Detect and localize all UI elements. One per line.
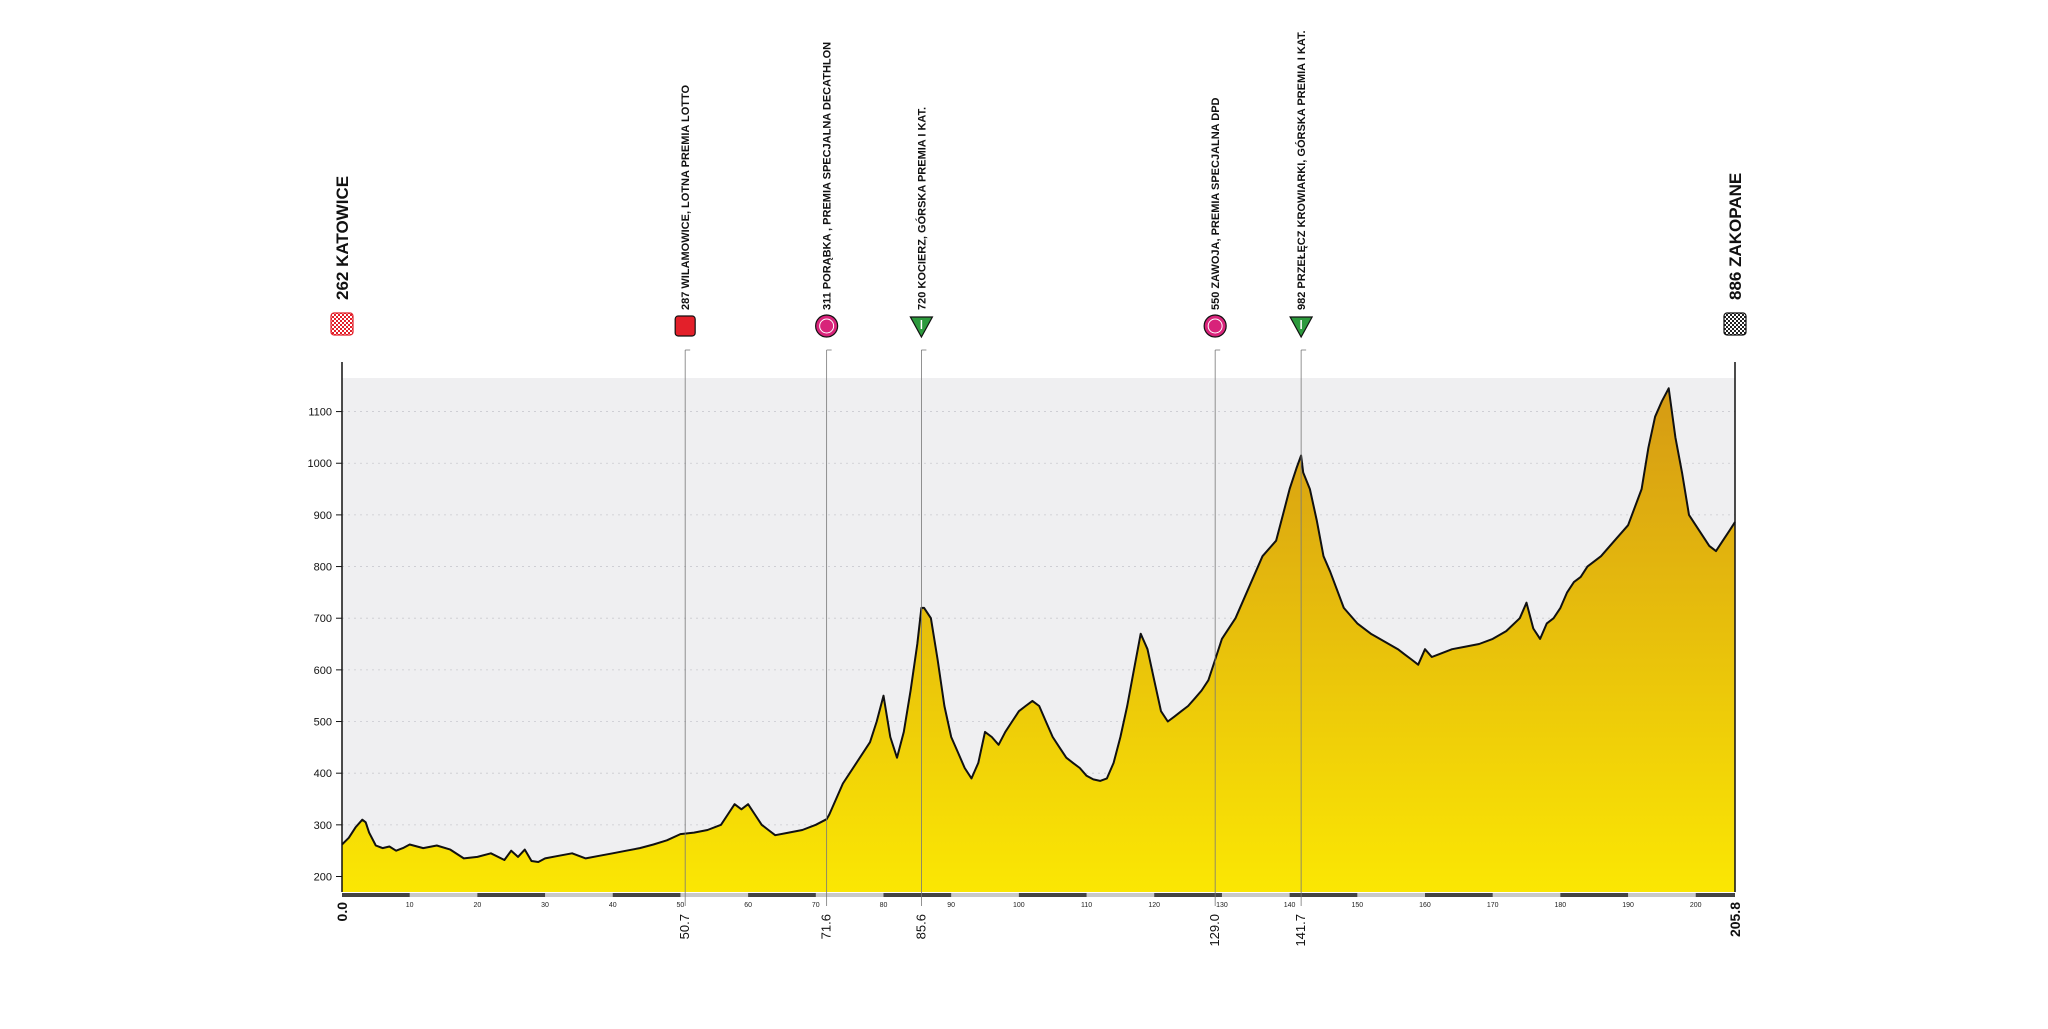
waypoint-label: 311 PORĄBKA , PREMIA SPECJALNA DECATHLON <box>822 42 834 310</box>
distance-bar-segment <box>1424 893 1493 897</box>
special-s-circle-icon-ring <box>819 318 835 334</box>
distance-bar-segment <box>1695 893 1735 897</box>
start-flag-icon <box>330 312 354 336</box>
y-tick-label: 600 <box>314 665 332 677</box>
distance-bar-segment <box>1154 893 1222 897</box>
waypoint-km: 71.6 <box>819 914 834 939</box>
waypoint-label: 287 WILAMOWICE, LOTNA PREMIA LOTTO <box>680 84 692 310</box>
x-tick-label: 50 <box>677 902 685 909</box>
y-tick-label: 200 <box>314 872 332 884</box>
x-tick-label: 60 <box>744 902 752 909</box>
elevation-line <box>341 387 1736 863</box>
y-tick-label: 1000 <box>308 458 332 470</box>
waypoint-km: 85.6 <box>913 914 928 939</box>
x-tick-label: 160 <box>1419 902 1431 909</box>
distance-bar-segment <box>883 893 952 897</box>
distance-bar-segment <box>1560 893 1629 897</box>
finish-flag-icon <box>1723 312 1747 336</box>
distance-bar-segment <box>1289 893 1358 897</box>
x-tick-label: 20 <box>473 902 481 909</box>
start-label: 262 KATOWICE <box>333 176 352 300</box>
x-tick-label: 170 <box>1487 902 1499 909</box>
x-tick-label: 130 <box>1216 902 1228 909</box>
waypoint-km: 50.7 <box>677 914 692 939</box>
y-tick-label: 900 <box>314 510 332 522</box>
y-tick-label: 700 <box>314 613 332 625</box>
y-tick-label: 400 <box>314 768 332 780</box>
x-tick-label: 10 <box>406 902 414 909</box>
x-tick-label: 40 <box>609 902 617 909</box>
sprint-red-square-icon <box>674 315 696 337</box>
x-tick-label: 100 <box>1013 902 1025 909</box>
y-tick-label: 800 <box>314 562 332 574</box>
x-tick-label: 80 <box>880 902 888 909</box>
waypoint-label: 720 KOCIERZ, GÓRSKA PREMIA I KAT. <box>915 107 928 310</box>
y-tick-label: 500 <box>314 717 332 729</box>
finish-label: 886 ZAKOPANE <box>1726 173 1745 300</box>
y-tick-label: 300 <box>314 820 332 832</box>
waypoint-label: 550 ZAWOJA, PREMIA SPECJALNA DPD <box>1210 97 1222 310</box>
x-tick-label: 190 <box>1622 902 1634 909</box>
x-tick-label: 30 <box>541 902 549 909</box>
x-tick-label: 110 <box>1081 902 1092 909</box>
waypoint-label: 982 PRZEŁĘCZ KROWIARKI, GÓRSKA PREMIA I … <box>1295 30 1308 310</box>
x-tick-label: 200 <box>1690 902 1702 909</box>
x-tick-label: 120 <box>1148 902 1160 909</box>
y-tick-label: 1100 <box>308 407 332 419</box>
special-s-circle-icon <box>1203 314 1227 338</box>
x-tick-label: 90 <box>947 902 955 909</box>
distance-bar-segment <box>1018 893 1087 897</box>
x-tick-label: 140 <box>1284 902 1296 909</box>
distance-bar-segment <box>748 893 816 897</box>
x-tick-label: 150 <box>1351 902 1363 909</box>
finish-km: 205.8 <box>1727 902 1743 937</box>
special-s-circle-icon-ring <box>1207 318 1223 334</box>
start-km: 0.0 <box>334 902 350 922</box>
distance-bar-segment <box>342 893 410 897</box>
special-s-circle-icon <box>815 314 839 338</box>
elevation-area <box>342 388 1735 892</box>
distance-bar-segment <box>612 893 681 897</box>
waypoint-km: 141.7 <box>1293 914 1308 947</box>
waypoint-km: 129.0 <box>1207 914 1222 947</box>
x-tick-label: 70 <box>812 902 820 909</box>
x-tick-label: 180 <box>1555 902 1567 909</box>
distance-bar-segment <box>477 893 546 897</box>
